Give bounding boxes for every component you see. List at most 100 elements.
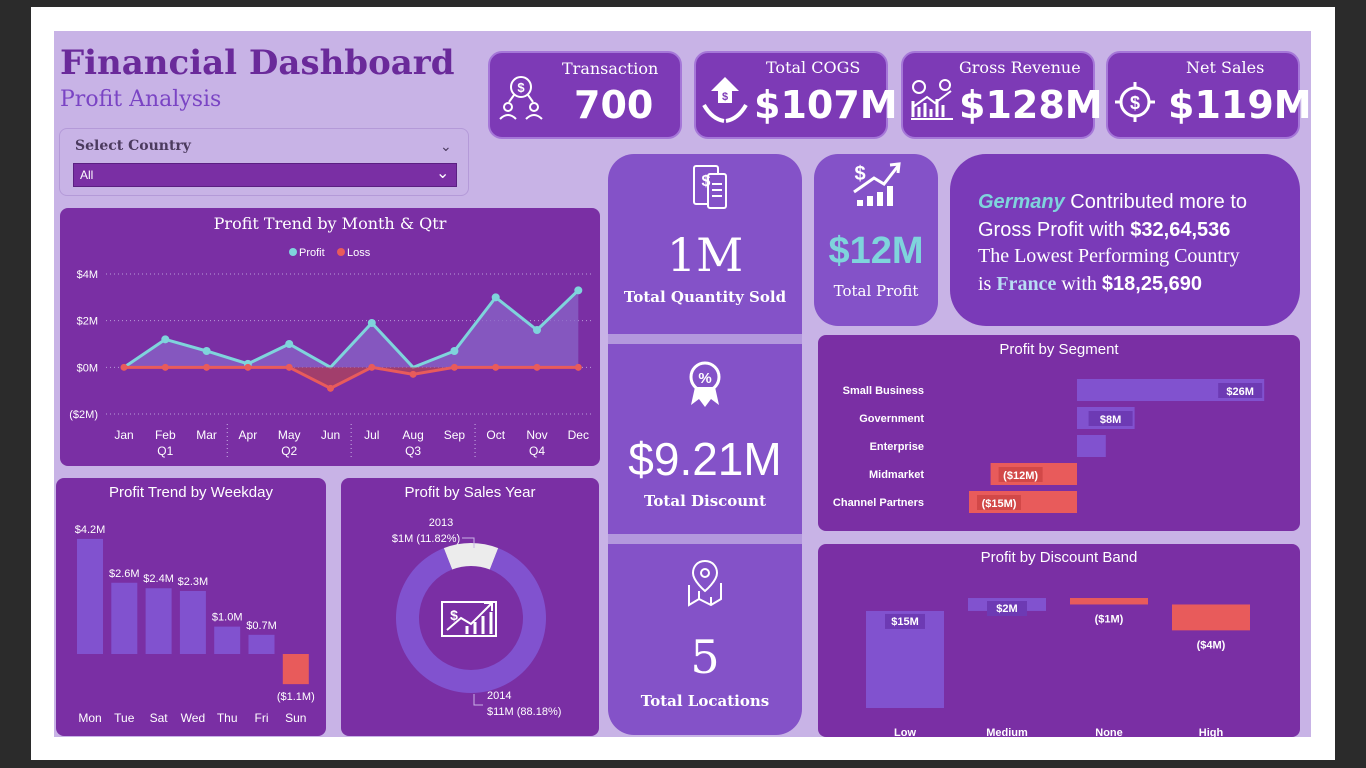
profit-year-card: Profit by Sales Year $2013 $1M (11.82%) 20… [341,478,599,736]
x-tick-label: Feb [155,428,176,442]
profit-weekday-card: Profit Trend by Weekday $4.2M Mon $2.6M Tue… [56,478,326,736]
profit-trend-month-chart: Profit Loss $4M $2M $0M ($2M) Jan Feb Mar Apr May J… [69,247,594,460]
insight-line2-text: Gross Profit with [978,219,1131,241]
weekday-x-label: Sun [285,711,306,725]
segment-label-bg [1218,383,1263,398]
donut-label-value: $11M (88.18%) [487,706,561,718]
loss-point [161,363,169,371]
insight-low-value: $18,25,690 [1101,273,1202,295]
loss-line [124,365,579,391]
profit-trend-month-card: Profit Trend by Month & Qtr Profit Loss $4… [60,208,600,466]
x-tick-label: Jun [321,428,340,442]
total-discount-label: Total Discount [643,492,767,510]
kpi-net-sales-label: Net Sales [1186,58,1265,77]
icon-dollar: $ [450,607,458,623]
hand-money-icon: $ [702,77,748,123]
total-locations-value: 5 [690,630,720,684]
segment-bar [1077,379,1265,401]
profit-point [491,293,500,302]
discount-band-label: ($1M) [1095,613,1124,625]
country-filter: Select Country ⌄ All ⌄ [59,128,469,196]
icon-arrow [446,602,493,631]
stack-divider-2 [608,532,802,546]
segment-bar [1077,435,1106,457]
segment-category-label: Government [859,413,924,425]
icon-bars [465,612,493,634]
total-profit-value: $12M [828,230,924,272]
discount-band-label: ($4M) [1197,639,1226,651]
x-tick-label: Mar [196,428,217,442]
discount-x-label: None [1095,727,1123,737]
profit-segment-title: Profit by Segment [999,341,1119,358]
kpi-transaction-label: Transaction [562,59,659,78]
profit-segment-card: Profit by Segment Small Business $26M Gove… [818,335,1300,531]
weekday-bar [282,654,309,685]
discount-band-label: $15M [891,616,919,628]
weekday-bar-label: $4.2M [75,524,106,536]
segment-category-label: Enterprise [870,441,924,453]
dashboard-canvas: Financial Dashboard Profit Analysis Sele… [54,31,1311,737]
profit-point [202,347,211,355]
svg-text:$: $ [722,91,728,103]
insight-top-value: $32,64,536 [1130,219,1231,241]
collapse-icon[interactable]: ⌄ [440,139,452,155]
kpi-gross-revenue-value: $128M [959,83,1103,127]
discount-x-label: High [1199,727,1224,737]
legend-loss-label: Loss [347,247,371,259]
page-title: Financial Dashboard [60,43,455,83]
segment-category-label: Midmarket [869,469,924,481]
country-select-value: All [80,168,94,182]
legend-loss-marker [337,248,345,256]
donut-leader [473,694,483,706]
insight-line4-pre: is [978,273,997,295]
kpi-cogs-value: $107M [754,83,898,127]
weekday-bar [77,538,103,654]
quarter-label: Q2 [281,444,297,458]
profit-segment-chart: Small Business $26M Government $8M Enterpris… [833,379,1265,513]
insight-line-3: The Lowest Performing Country [978,245,1240,267]
x-tick-label: Apr [239,428,258,442]
y-tick-label: ($2M) [69,409,98,421]
discount-badge-icon: % [689,361,721,407]
discount-band-bar [1070,598,1148,605]
x-tick-label: Nov [526,428,547,442]
loss-point [492,363,500,371]
x-tick-label: Jan [114,428,133,442]
insight-card: Germany Contributed more to Gross Profit… [950,154,1300,326]
svg-text:$: $ [1130,93,1140,113]
weekday-x-label: Fri [255,711,269,725]
loss-point [409,370,417,378]
profit-point [533,326,541,334]
weekday-bar [111,582,138,654]
x-tick-label: May [278,428,301,442]
receipt-icon: $ [693,165,727,209]
x-tick-label: Aug [402,428,423,442]
loss-point [285,363,293,371]
svg-text:%: % [698,370,711,387]
discount-x-label: Low [894,727,916,737]
weekday-bar-label: $2.6M [109,568,140,580]
segment-bar-label: $8M [1100,414,1121,426]
loss-point [368,363,376,371]
insight-line-1: Germany Contributed more to [978,188,1247,216]
stack-divider-1 [608,332,802,346]
profit-weekday-chart: $4.2M Mon $2.6M Tue $2.4M Sat $2.3M Wed $1.0M Thu… [75,524,315,725]
y-tick-label: $2M [77,316,98,328]
weekday-bar [248,634,275,654]
quarter-label: Q1 [157,444,173,458]
weekday-x-label: Wed [181,711,205,725]
discount-x-label: Medium [986,727,1028,737]
y-tick-label: $0M [77,362,98,374]
profit-point [285,340,294,348]
money-network-icon: $ [499,76,543,120]
donut-label-name: 2014 [487,690,511,702]
weekday-bar-label: ($1.1M) [277,691,315,703]
country-select[interactable]: All ⌄ [73,163,457,187]
weekday-bar [214,626,241,654]
map-pin-icon [688,559,722,607]
donut-leader [462,537,475,548]
kpi-cogs-label: Total COGS [766,58,861,77]
svg-text:$: $ [702,173,711,190]
total-discount-value: $9.21M [628,433,782,485]
weekday-bar [179,590,206,654]
